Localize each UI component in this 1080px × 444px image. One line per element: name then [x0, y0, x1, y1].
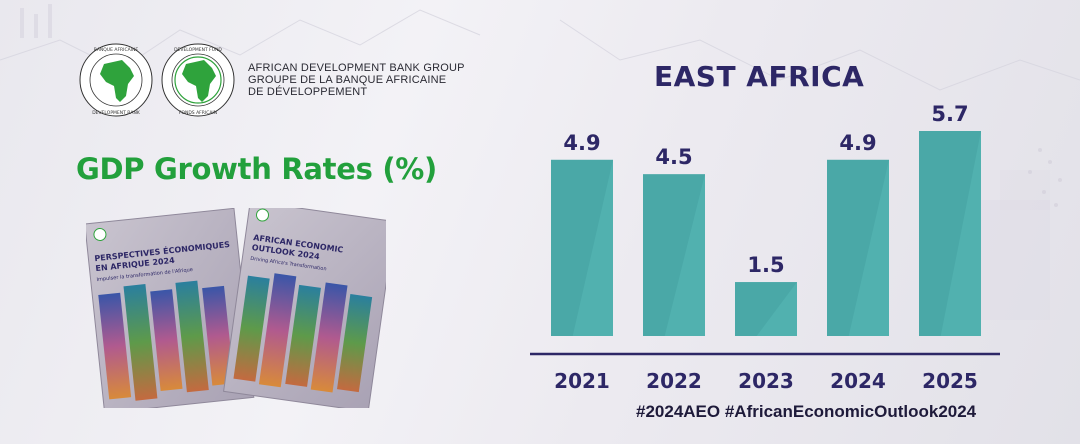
bar-shade-2025: [940, 131, 981, 336]
value-label-2023: 1.5: [747, 253, 784, 277]
bar-2025: [919, 131, 981, 336]
hashtags: #2024AEO #AfricanEconomicOutlook2024: [636, 402, 977, 421]
org-name-line2: GROUPE DE LA BANQUE AFRICAINE: [248, 74, 447, 86]
bar-2021: [551, 159, 613, 336]
adf-emblem-icon: DEVELOPMENT FUND FONDS AFRICAIN: [161, 43, 235, 117]
svg-text:FONDS AFRICAIN: FONDS AFRICAIN: [179, 110, 217, 116]
svg-text:DEVELOPMENT FUND: DEVELOPMENT FUND: [174, 47, 222, 53]
english-report-cover: AFRICAN ECONOMIC OUTLOOK 2024 Driving Af…: [223, 208, 386, 408]
bar-2023: [735, 282, 797, 336]
x-tick-2021: 2021: [554, 369, 610, 393]
org-name-line3: DE DÉVELOPPEMENT: [248, 86, 368, 98]
bar-shade-2024: [848, 159, 889, 336]
french-report-cover: PERSPECTIVES ÉCONOMIQUES EN AFRIQUE 2024…: [86, 208, 255, 408]
x-tick-2025: 2025: [922, 369, 978, 393]
x-tick-2024: 2024: [830, 369, 886, 393]
headline: GDP Growth Rates (%): [76, 152, 438, 186]
bar-2024: [827, 159, 889, 336]
organization-logo: BANQUE AFRICAINE DEVELOPMENT BANK DEVELO…: [78, 42, 465, 118]
bar-shade-2021: [572, 159, 613, 336]
report-covers-image: PERSPECTIVES ÉCONOMIQUES EN AFRIQUE 2024…: [86, 208, 386, 408]
svg-text:DEVELOPMENT BANK: DEVELOPMENT BANK: [92, 110, 141, 116]
value-label-2022: 4.5: [655, 145, 692, 169]
chart-title: EAST AFRICA: [654, 60, 865, 93]
bar-shade-2023: [756, 282, 797, 336]
x-tick-2022: 2022: [646, 369, 702, 393]
value-label-2024: 4.9: [839, 131, 876, 155]
svg-text:BANQUE AFRICAINE: BANQUE AFRICAINE: [94, 47, 139, 53]
value-label-2025: 5.7: [931, 102, 968, 126]
bar-2022: [643, 174, 705, 336]
organization-name: AFRICAN DEVELOPMENT BANK GROUP GROUPE DE…: [248, 62, 465, 98]
adb-emblem-icon: BANQUE AFRICAINE DEVELOPMENT BANK: [79, 43, 153, 117]
value-label-2021: 4.9: [563, 131, 600, 155]
org-name-line1: AFRICAN DEVELOPMENT BANK GROUP: [248, 62, 465, 74]
x-tick-2023: 2023: [738, 369, 794, 393]
bar-shade-2022: [664, 174, 705, 336]
